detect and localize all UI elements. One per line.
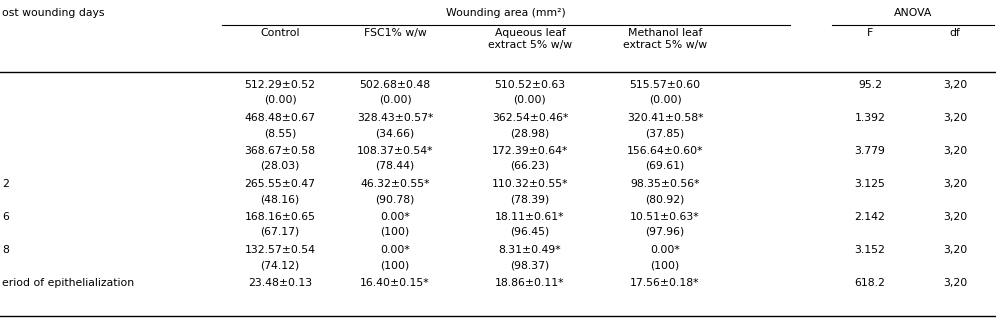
Text: 2.142: 2.142: [855, 212, 885, 222]
Text: 3.125: 3.125: [855, 179, 885, 189]
Text: (0.00): (0.00): [514, 95, 547, 105]
Text: 3,20: 3,20: [943, 278, 967, 288]
Text: 368.67±0.58: 368.67±0.58: [244, 146, 316, 156]
Text: 3,20: 3,20: [943, 245, 967, 255]
Text: (74.12): (74.12): [260, 260, 300, 270]
Text: df: df: [949, 28, 960, 38]
Text: (37.85): (37.85): [645, 128, 684, 138]
Text: 502.68±0.48: 502.68±0.48: [360, 80, 430, 90]
Text: F: F: [867, 28, 873, 38]
Text: 95.2: 95.2: [858, 80, 882, 90]
Text: 132.57±0.54: 132.57±0.54: [244, 245, 316, 255]
Text: (48.16): (48.16): [260, 194, 300, 204]
Text: (67.17): (67.17): [260, 227, 300, 237]
Text: 17.56±0.18*: 17.56±0.18*: [630, 278, 700, 288]
Text: 3.152: 3.152: [855, 245, 885, 255]
Text: (28.03): (28.03): [260, 161, 300, 171]
Text: 512.29±0.52: 512.29±0.52: [244, 80, 316, 90]
Text: 23.48±0.13: 23.48±0.13: [248, 278, 312, 288]
Text: (80.92): (80.92): [645, 194, 684, 204]
Text: (69.61): (69.61): [645, 161, 684, 171]
Text: (98.37): (98.37): [510, 260, 550, 270]
Text: 320.41±0.58*: 320.41±0.58*: [626, 113, 703, 123]
Text: 468.48±0.67: 468.48±0.67: [244, 113, 316, 123]
Text: (66.23): (66.23): [510, 161, 550, 171]
Text: (78.39): (78.39): [510, 194, 550, 204]
Text: Wounding area (mm²): Wounding area (mm²): [446, 8, 566, 18]
Text: 16.40±0.15*: 16.40±0.15*: [361, 278, 430, 288]
Text: Aqueous leaf
extract 5% w/w: Aqueous leaf extract 5% w/w: [488, 28, 572, 50]
Text: 6: 6: [2, 212, 9, 222]
Text: 156.64±0.60*: 156.64±0.60*: [626, 146, 703, 156]
Text: 3,20: 3,20: [943, 212, 967, 222]
Text: 46.32±0.55*: 46.32±0.55*: [361, 179, 429, 189]
Text: 265.55±0.47: 265.55±0.47: [244, 179, 316, 189]
Text: (97.96): (97.96): [645, 227, 684, 237]
Text: ost wounding days: ost wounding days: [2, 8, 105, 18]
Text: 168.16±0.65: 168.16±0.65: [244, 212, 316, 222]
Text: 108.37±0.54*: 108.37±0.54*: [357, 146, 433, 156]
Text: 18.86±0.11*: 18.86±0.11*: [495, 278, 565, 288]
Text: 1.392: 1.392: [855, 113, 885, 123]
Text: Control: Control: [260, 28, 300, 38]
Text: 3,20: 3,20: [943, 146, 967, 156]
Text: 510.52±0.63: 510.52±0.63: [494, 80, 566, 90]
Text: 515.57±0.60: 515.57±0.60: [629, 80, 700, 90]
Text: 2: 2: [2, 179, 9, 189]
Text: (0.00): (0.00): [378, 95, 411, 105]
Text: 110.32±0.55*: 110.32±0.55*: [492, 179, 569, 189]
Text: 3.779: 3.779: [855, 146, 885, 156]
Text: 8.31±0.49*: 8.31±0.49*: [499, 245, 562, 255]
Text: 0.00*: 0.00*: [380, 245, 410, 255]
Text: 98.35±0.56*: 98.35±0.56*: [630, 179, 700, 189]
Text: (0.00): (0.00): [648, 95, 681, 105]
Text: (100): (100): [380, 260, 409, 270]
Text: Methanol leaf
extract 5% w/w: Methanol leaf extract 5% w/w: [622, 28, 707, 50]
Text: ANOVA: ANOVA: [893, 8, 932, 18]
Text: 8: 8: [2, 245, 9, 255]
Text: (96.45): (96.45): [510, 227, 550, 237]
Text: (78.44): (78.44): [375, 161, 414, 171]
Text: (100): (100): [650, 260, 679, 270]
Text: 172.39±0.64*: 172.39±0.64*: [492, 146, 568, 156]
Text: 618.2: 618.2: [855, 278, 885, 288]
Text: 18.11±0.61*: 18.11±0.61*: [495, 212, 565, 222]
Text: eriod of epithelialization: eriod of epithelialization: [2, 278, 134, 288]
Text: FSC1% w/w: FSC1% w/w: [364, 28, 426, 38]
Text: 0.00*: 0.00*: [650, 245, 680, 255]
Text: 3,20: 3,20: [943, 80, 967, 90]
Text: 0.00*: 0.00*: [380, 212, 410, 222]
Text: (8.55): (8.55): [264, 128, 296, 138]
Text: (0.00): (0.00): [264, 95, 297, 105]
Text: (100): (100): [380, 227, 409, 237]
Text: (28.98): (28.98): [510, 128, 550, 138]
Text: 3,20: 3,20: [943, 113, 967, 123]
Text: 3,20: 3,20: [943, 179, 967, 189]
Text: 10.51±0.63*: 10.51±0.63*: [630, 212, 700, 222]
Text: 328.43±0.57*: 328.43±0.57*: [357, 113, 433, 123]
Text: (34.66): (34.66): [375, 128, 414, 138]
Text: 362.54±0.46*: 362.54±0.46*: [492, 113, 568, 123]
Text: (90.78): (90.78): [375, 194, 414, 204]
